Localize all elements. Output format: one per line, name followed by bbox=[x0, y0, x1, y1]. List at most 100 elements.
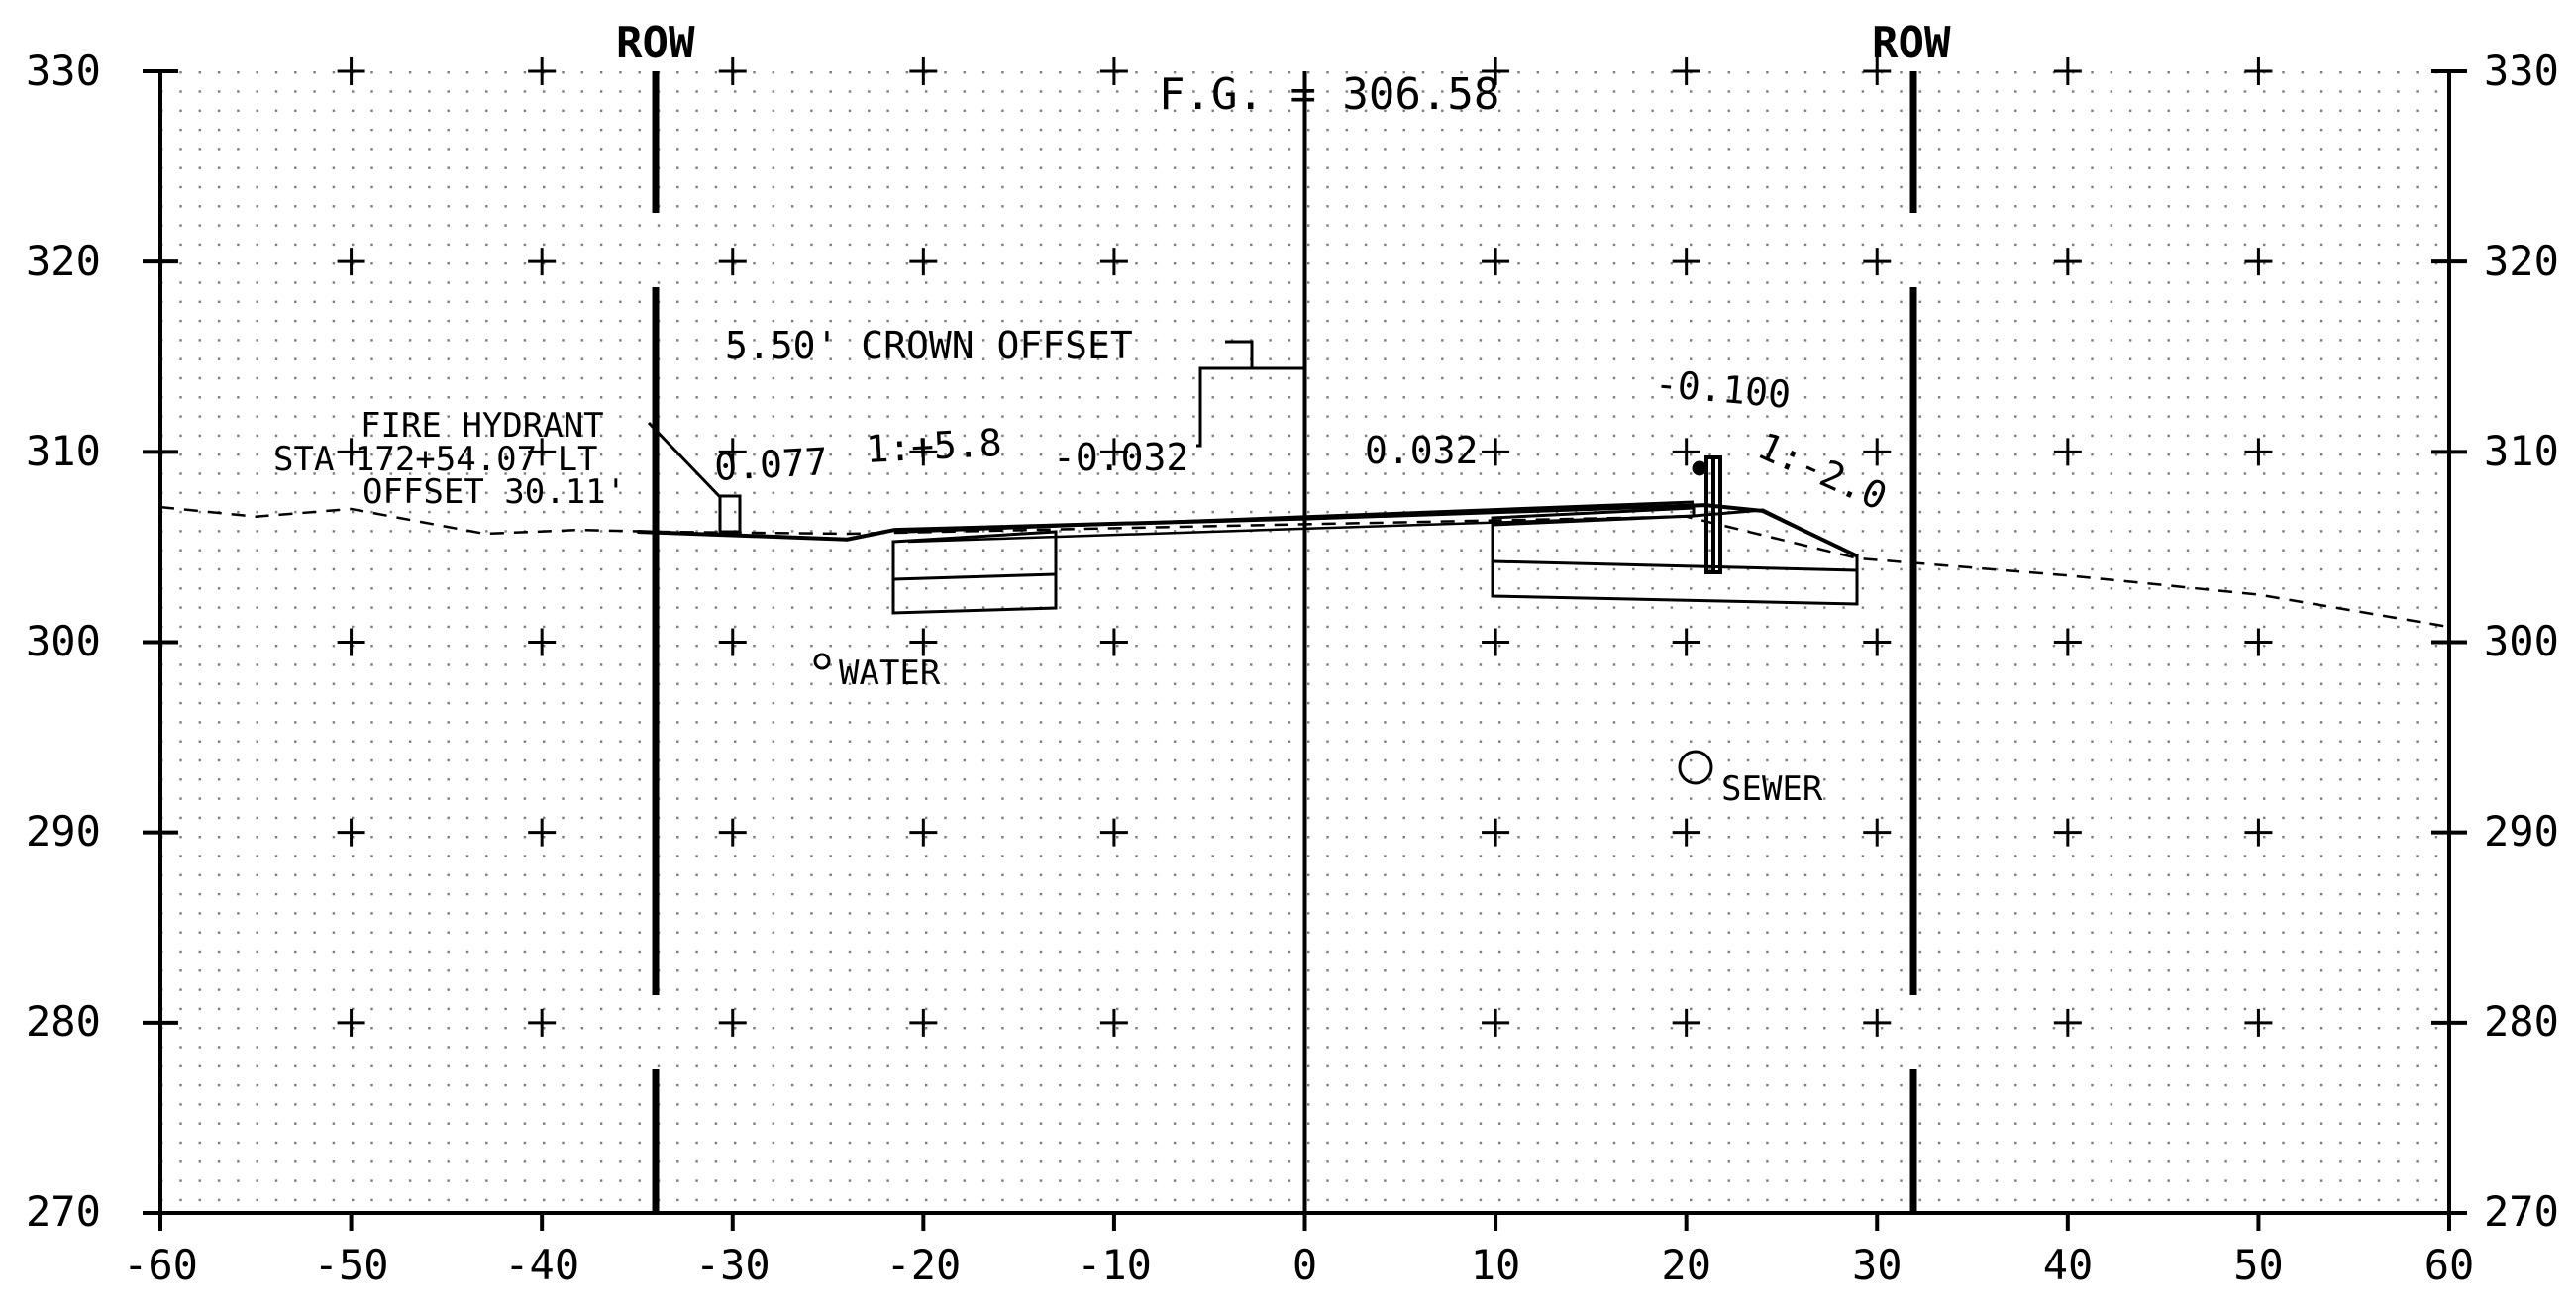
curb-post bbox=[1692, 455, 1722, 574]
row-label-right: ROW bbox=[1872, 18, 1951, 68]
x-tick-label: 10 bbox=[1471, 1241, 1521, 1289]
grid-cross bbox=[718, 57, 747, 85]
y-tick-label: 300 bbox=[26, 617, 101, 665]
grid-cross bbox=[909, 57, 938, 85]
y-tick-label: 320 bbox=[26, 237, 101, 285]
pavement-section-right bbox=[1491, 506, 1859, 606]
proposed-surface-top bbox=[907, 500, 1695, 534]
grid-cross bbox=[1099, 438, 1128, 466]
x-tick-label: 0 bbox=[1292, 1241, 1317, 1289]
y-tick-labels-right: 330 320 310 300 290 280 270 bbox=[2484, 47, 2559, 1236]
x-tick-label: 20 bbox=[1661, 1241, 1711, 1289]
x-tick-label: -10 bbox=[1077, 1241, 1152, 1289]
grid-cross bbox=[337, 438, 365, 466]
y-tick-label: 290 bbox=[2484, 807, 2559, 856]
grid-cross bbox=[2244, 248, 2273, 276]
grid-cross bbox=[2053, 438, 2082, 466]
grid-cross bbox=[1099, 1008, 1128, 1037]
grid-cross bbox=[2053, 818, 2082, 847]
grid-cross bbox=[1863, 818, 1892, 847]
grid-cross bbox=[2053, 628, 2082, 656]
grid-cross bbox=[528, 818, 557, 847]
grid-cross bbox=[1863, 438, 1892, 466]
x-tick-label: -30 bbox=[695, 1241, 771, 1289]
y-tick-label: 300 bbox=[2484, 617, 2559, 665]
grid-cross bbox=[1863, 628, 1892, 656]
y-tick-label: 320 bbox=[2484, 237, 2559, 285]
y-tick-label: 280 bbox=[2484, 997, 2559, 1046]
x-tick-label: -50 bbox=[314, 1241, 389, 1289]
grid-cross bbox=[2053, 1008, 2082, 1037]
x-tick-labels: -60 -50 -40 -30 -20 -10 0 10 20 30 40 50… bbox=[123, 1241, 2474, 1289]
grid-cross bbox=[1099, 57, 1128, 85]
x-tick-label: -20 bbox=[885, 1241, 961, 1289]
grid-cross bbox=[909, 818, 938, 847]
grid-cross bbox=[909, 248, 938, 276]
slope-label-center-right: 0.032 bbox=[1365, 429, 1478, 472]
grid-cross bbox=[718, 248, 747, 276]
grid-cross bbox=[1482, 248, 1510, 276]
grid-cross bbox=[528, 628, 557, 656]
sewer-main-label: SEWER bbox=[1721, 769, 1823, 809]
grid-cross bbox=[337, 1008, 365, 1037]
grid-cross bbox=[528, 1008, 557, 1037]
x-tick-label: 30 bbox=[1852, 1241, 1903, 1289]
axis-ticks bbox=[143, 69, 2467, 1231]
grid-cross bbox=[528, 248, 557, 276]
grid-cross bbox=[337, 248, 365, 276]
fire-hydrant-leader bbox=[647, 421, 723, 500]
grid-cross bbox=[909, 438, 938, 466]
grid-cross bbox=[2053, 248, 2082, 276]
grid-cross bbox=[528, 57, 557, 85]
fire-hydrant-label-line1: FIRE HYDRANT bbox=[361, 406, 604, 446]
fire-hydrant-label-line3: OFFSET 30.11' bbox=[362, 472, 626, 512]
grid-cross bbox=[1863, 1008, 1892, 1037]
row-label-left: ROW bbox=[616, 18, 695, 68]
grid-cross bbox=[909, 1008, 938, 1037]
grid-cross bbox=[1482, 818, 1510, 847]
water-main-label: WATER bbox=[839, 654, 941, 693]
pavement-section-left bbox=[891, 530, 1058, 615]
grid-cross bbox=[1672, 248, 1700, 276]
grid-cross bbox=[2244, 438, 2273, 466]
grid-cross bbox=[1672, 57, 1700, 85]
grid-cross bbox=[909, 628, 938, 656]
grid-cross bbox=[1482, 628, 1510, 656]
proposed-surface-sub bbox=[907, 514, 1695, 544]
grid-cross bbox=[1482, 57, 1510, 85]
finish-grade-label: F.G. = 306.58 bbox=[1159, 69, 1499, 120]
grid-cross bbox=[2244, 628, 2273, 656]
slope-label-center-left: -0.032 bbox=[1053, 436, 1188, 479]
fire-hydrant-label-line2: STA 172+54.07 LT bbox=[273, 440, 598, 479]
slope-label-left-rate: 0.077 bbox=[713, 440, 829, 489]
grid-crosses bbox=[337, 57, 2273, 1037]
grid-cross bbox=[718, 438, 747, 466]
y-tick-label: 330 bbox=[26, 47, 101, 95]
x-tick-label: 60 bbox=[2424, 1241, 2475, 1289]
y-tick-label: 330 bbox=[2484, 47, 2559, 95]
water-main-symbol bbox=[813, 653, 831, 670]
grid-cross bbox=[1863, 57, 1892, 85]
x-tick-label: -40 bbox=[504, 1241, 579, 1289]
grid-cross bbox=[1482, 1008, 1510, 1037]
grid-cross bbox=[2244, 57, 2273, 85]
grid-cross bbox=[2244, 1008, 2273, 1037]
grid-cross bbox=[1482, 438, 1510, 466]
grid-cross bbox=[718, 1008, 747, 1037]
y-tick-label: 290 bbox=[26, 807, 101, 856]
existing-ground-line bbox=[159, 505, 2450, 629]
grid-cross bbox=[1099, 628, 1128, 656]
y-tick-label: 310 bbox=[26, 427, 101, 475]
x-tick-label: 50 bbox=[2233, 1241, 2284, 1289]
crown-offset-label: 5.50' CROWN OFFSET bbox=[725, 324, 1133, 367]
x-tick-label: -60 bbox=[123, 1241, 198, 1289]
grid-cross bbox=[1672, 1008, 1700, 1037]
grid-cross bbox=[1863, 248, 1892, 276]
grid-cross bbox=[337, 628, 365, 656]
grid-cross bbox=[337, 57, 365, 85]
slope-label-left-ratio: 1:+5.8 bbox=[865, 421, 1002, 471]
y-tick-label: 310 bbox=[2484, 427, 2559, 475]
grid-cross bbox=[2053, 57, 2082, 85]
sewer-main-symbol bbox=[1678, 750, 1713, 785]
